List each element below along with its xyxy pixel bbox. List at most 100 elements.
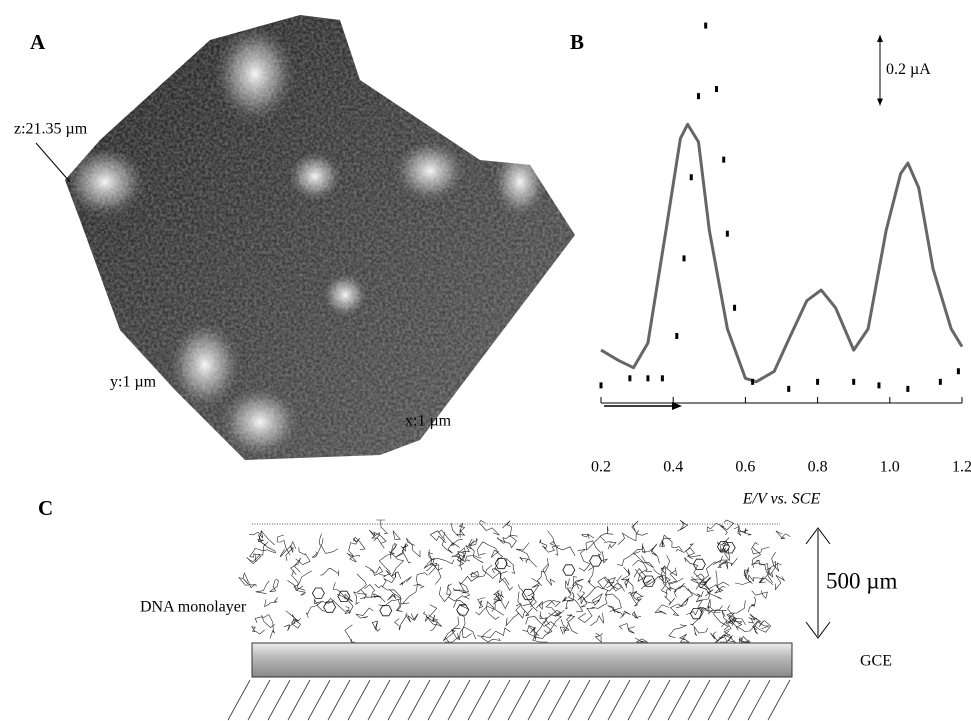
x-axis-label: E/V vs. SCE bbox=[742, 491, 821, 508]
panel-label: B bbox=[570, 30, 584, 54]
dna-strand bbox=[429, 550, 437, 575]
dna-strand bbox=[262, 615, 274, 639]
dna-strand bbox=[748, 597, 755, 612]
hatch-line bbox=[508, 680, 530, 720]
dna-strand bbox=[453, 588, 466, 593]
data-point bbox=[683, 255, 686, 261]
dna-strand bbox=[457, 612, 471, 638]
dna-strand bbox=[375, 584, 401, 604]
dna-strand bbox=[372, 533, 384, 549]
x-tick-label: 0.4 bbox=[663, 459, 683, 476]
data-point bbox=[675, 333, 678, 339]
dna-strand bbox=[716, 571, 730, 593]
hatch-line bbox=[468, 680, 490, 720]
dna-strand bbox=[772, 552, 782, 571]
base-ring bbox=[495, 558, 507, 568]
dna-strand bbox=[714, 606, 729, 630]
dna-strand bbox=[696, 591, 703, 608]
scale-bar-head bbox=[877, 35, 883, 42]
dna-strand bbox=[679, 588, 693, 605]
hatch-line bbox=[728, 680, 750, 720]
data-point bbox=[852, 379, 855, 385]
dna-strand bbox=[403, 585, 424, 604]
dna-strand bbox=[537, 558, 548, 586]
dna-strand bbox=[405, 614, 418, 623]
dna-strand bbox=[776, 531, 791, 539]
layer-label: DNA monolayer bbox=[140, 599, 247, 616]
dna-strand bbox=[655, 605, 669, 614]
x-tick-label: 0.2 bbox=[591, 459, 611, 476]
data-point bbox=[715, 86, 718, 92]
hatch-line bbox=[308, 680, 330, 720]
dna-strand bbox=[677, 520, 687, 531]
hatch-line bbox=[748, 680, 770, 720]
dna-strand bbox=[502, 521, 517, 537]
dna-strand bbox=[406, 538, 420, 557]
data-point bbox=[697, 93, 700, 99]
hatch-line bbox=[708, 680, 730, 720]
dna-strand bbox=[277, 535, 290, 555]
dna-strand bbox=[376, 520, 387, 534]
dna-strand bbox=[243, 573, 255, 588]
figure: A z:21.35 µm y:1 µm x:1 µm B 0.20.40.60.… bbox=[0, 0, 971, 721]
dna-strand bbox=[759, 569, 770, 583]
dna-strand bbox=[605, 590, 621, 611]
data-point bbox=[957, 368, 960, 374]
x-tick-label: 0.6 bbox=[735, 459, 755, 476]
data-point bbox=[906, 386, 909, 392]
dna-strand bbox=[622, 567, 630, 580]
base-ring bbox=[563, 565, 575, 575]
dna-strand bbox=[506, 558, 515, 573]
hatch-line bbox=[268, 680, 290, 720]
dna-strand bbox=[632, 612, 641, 619]
dna-strand bbox=[617, 543, 643, 565]
data-point bbox=[816, 379, 819, 385]
electrode-hatch bbox=[228, 680, 790, 720]
x-tick-label: 1.0 bbox=[880, 459, 900, 476]
dna-strand bbox=[665, 576, 683, 584]
dna-strand bbox=[457, 627, 475, 640]
dna-strand bbox=[635, 569, 652, 589]
dna-strand bbox=[756, 560, 773, 583]
hatch-line bbox=[548, 680, 570, 720]
dna-strand bbox=[707, 523, 724, 531]
dna-strand bbox=[546, 601, 564, 616]
dna-strand bbox=[748, 614, 757, 623]
dna-strand bbox=[393, 531, 400, 540]
x-tick-label: 0.8 bbox=[808, 459, 828, 476]
dna-strand bbox=[651, 544, 660, 563]
x-label: x:1 µm bbox=[405, 413, 452, 430]
dna-strand bbox=[561, 619, 569, 633]
leader-line bbox=[36, 143, 70, 182]
dna-strand bbox=[663, 535, 682, 551]
dna-strand bbox=[600, 526, 613, 541]
dna-strand bbox=[737, 523, 751, 535]
hatch-line bbox=[568, 680, 590, 720]
dna-strand bbox=[526, 617, 557, 627]
dna-strand bbox=[497, 536, 516, 548]
dna-strand bbox=[722, 549, 729, 560]
dna-strand bbox=[686, 544, 701, 558]
dna-strand bbox=[459, 523, 464, 538]
dna-strand bbox=[604, 542, 616, 550]
thickness-label: 500 µm bbox=[826, 568, 898, 593]
dna-strand bbox=[634, 552, 652, 572]
dna-strand bbox=[354, 592, 367, 604]
dna-strand bbox=[735, 618, 746, 630]
dna-strand bbox=[619, 624, 635, 634]
dna-strand bbox=[379, 552, 394, 572]
data-line bbox=[601, 124, 962, 382]
dna-strand bbox=[674, 586, 699, 597]
dna-strand bbox=[740, 637, 749, 643]
data-point bbox=[726, 231, 729, 237]
dna-strand bbox=[486, 602, 499, 620]
hatch-line bbox=[608, 680, 630, 720]
dna-strand bbox=[713, 560, 727, 567]
dna-strand bbox=[347, 538, 360, 556]
hatch-line bbox=[388, 680, 410, 720]
dna-strand bbox=[256, 581, 269, 594]
dna-strand bbox=[518, 584, 537, 611]
dna-strand bbox=[292, 571, 305, 591]
hatch-line bbox=[448, 680, 470, 720]
data-point bbox=[704, 23, 707, 29]
